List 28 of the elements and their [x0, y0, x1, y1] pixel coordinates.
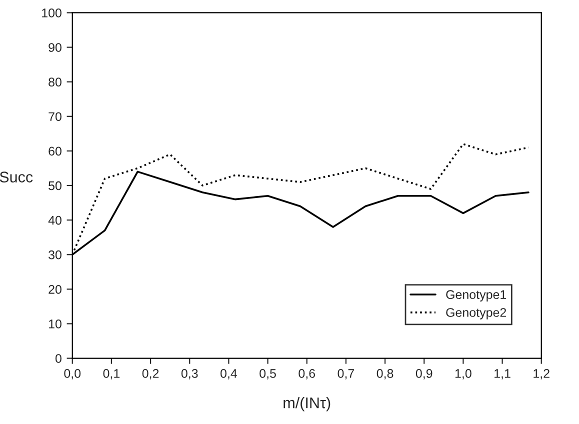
y-tick-label: 40 — [48, 216, 62, 225]
x-tick-label: 0,2 — [142, 369, 159, 380]
y-tick-label: 10 — [49, 320, 62, 328]
y-tick-label: 60 — [48, 146, 62, 156]
x-tick-label: 0,8 — [376, 369, 394, 380]
x-tick-label: 0,4 — [220, 369, 238, 380]
x-tick-label: 1,0 — [455, 369, 472, 380]
y-tick-label: 0 — [55, 354, 62, 363]
x-tick-label: 1,1 — [494, 369, 510, 380]
x-tick-label: 0,6 — [298, 369, 316, 380]
x-tick-label: 0,0 — [64, 369, 81, 380]
x-tick-label: 0,9 — [416, 369, 432, 380]
y-tick-label: 30 — [48, 250, 62, 260]
x-tick-label: 1,2 — [534, 369, 550, 380]
legend-label: Genotype2 — [446, 308, 506, 320]
y-tick-label: 90 — [48, 43, 62, 52]
x-axis-title: m/(INτ) — [284, 397, 330, 412]
y-tick-label: 80 — [48, 78, 62, 86]
y-tick-label: 20 — [48, 284, 62, 294]
y-tick-label: 100 — [42, 8, 62, 18]
x-tick-label: 0,1 — [103, 369, 120, 380]
y-tick-label: 70 — [48, 112, 62, 122]
x-tick-label: 0,7 — [338, 369, 354, 380]
y-tick-label: 50 — [48, 181, 62, 190]
x-tick-label: 0,3 — [181, 369, 198, 380]
y-axis-title: Succ — [0, 172, 33, 182]
x-tick-label: 0,5 — [260, 369, 276, 380]
legend-label: Genotype1 — [446, 290, 506, 302]
